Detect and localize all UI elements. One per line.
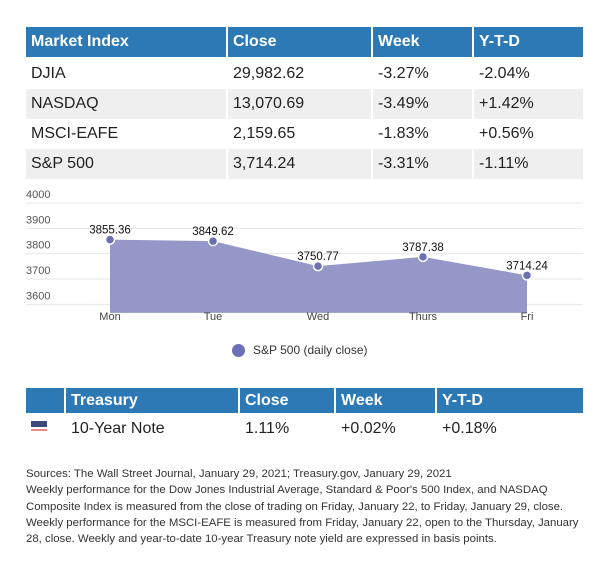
index-close: 3,714.24 bbox=[228, 149, 371, 179]
treasury-table: Treasury Close Week Y-T-D 10-Year Note 1… bbox=[24, 388, 585, 443]
table-header: Treasury Close Week Y-T-D bbox=[26, 388, 583, 415]
header-market-index: Market Index bbox=[26, 27, 226, 59]
header-week: Week bbox=[336, 388, 435, 415]
market-index-table: Market Index Close Week Y-T-D DJIA 29,98… bbox=[24, 27, 585, 179]
y-tick-label: 3900 bbox=[26, 214, 50, 226]
sp500-area-chart: 4000 3900 3800 3700 3600 3855.36 3849.62 3750.7… bbox=[26, 189, 583, 323]
x-tick-label: Tue bbox=[204, 311, 223, 323]
data-point bbox=[312, 260, 324, 272]
treasury-name: 10-Year Note bbox=[71, 420, 165, 437]
header-week: Week bbox=[373, 27, 472, 59]
header-ytd: Y-T-D bbox=[474, 27, 583, 59]
header-close: Close bbox=[228, 27, 371, 59]
treasury-ytd: +0.18% bbox=[442, 420, 497, 437]
x-tick-label: Fri bbox=[521, 311, 534, 323]
index-ytd: +1.42% bbox=[474, 89, 583, 119]
index-name: S&P 500 bbox=[26, 149, 226, 179]
index-name: DJIA bbox=[31, 65, 66, 82]
chart-legend: S&P 500 (daily close) bbox=[232, 343, 368, 357]
index-close: 29,982.62 bbox=[233, 65, 305, 82]
x-tick-label: Wed bbox=[307, 311, 329, 323]
footnote: Sources: The Wall Street Journal, Januar… bbox=[26, 466, 578, 547]
index-week: -3.31% bbox=[373, 149, 472, 179]
footnote-line: 28, close. Weekly and year-to-date 10-ye… bbox=[26, 533, 497, 546]
index-close: 2,159.65 bbox=[233, 125, 296, 142]
footnote-line: Weekly performance for the Dow Jones Ind… bbox=[26, 484, 548, 497]
header-flag bbox=[26, 388, 64, 415]
treasury-week: +0.02% bbox=[341, 420, 396, 437]
table-row: DJIA 29,982.62 -3.27% -2.04% bbox=[26, 59, 583, 89]
header-treasury: Treasury bbox=[66, 388, 238, 415]
treasury-close: 1.11% bbox=[245, 420, 290, 437]
x-tick-label: Thurs bbox=[409, 311, 438, 323]
data-point bbox=[521, 270, 533, 281]
table-row: NASDAQ 13,070.69 -3.49% +1.42% bbox=[26, 89, 583, 119]
table-row: S&P 500 3,714.24 -3.31% -1.11% bbox=[26, 149, 583, 179]
index-name: MSCI-EAFE bbox=[31, 125, 119, 142]
index-ytd: +0.56% bbox=[479, 125, 534, 142]
legend-marker-icon bbox=[232, 343, 245, 357]
y-tick-label: 3800 bbox=[26, 240, 50, 252]
index-ytd: -2.04% bbox=[479, 65, 530, 82]
legend-label: S&P 500 (daily close) bbox=[253, 343, 368, 357]
header-ytd: Y-T-D bbox=[437, 388, 583, 415]
data-label: 3750.77 bbox=[297, 251, 339, 263]
data-label: 3787.38 bbox=[402, 242, 444, 254]
index-close: 13,070.69 bbox=[228, 89, 371, 119]
us-flag-icon bbox=[31, 421, 47, 433]
data-point bbox=[104, 234, 116, 245]
footnote-sources: Sources: The Wall Street Journal, Januar… bbox=[26, 468, 452, 480]
x-tick-label: Mon bbox=[99, 311, 120, 323]
footnote-line: Composite Index is measured from the clo… bbox=[26, 500, 564, 513]
data-label: 3855.36 bbox=[89, 225, 131, 237]
y-tick-label: 3700 bbox=[26, 265, 50, 277]
index-week: -1.83% bbox=[378, 125, 429, 142]
data-label: 3714.24 bbox=[506, 260, 548, 272]
footnote-line: Weekly performance for the MSCI-EAFE is … bbox=[26, 516, 579, 529]
y-tick-label: 3600 bbox=[26, 290, 50, 302]
index-name: NASDAQ bbox=[26, 89, 226, 119]
data-point bbox=[207, 235, 219, 247]
table-header: Market Index Close Week Y-T-D bbox=[26, 27, 583, 59]
data-point bbox=[417, 251, 429, 263]
index-week: -3.27% bbox=[378, 65, 429, 82]
table-row: 10-Year Note 1.11% +0.02% +0.18% bbox=[26, 415, 583, 443]
data-label: 3849.62 bbox=[192, 226, 234, 238]
table-row: MSCI-EAFE 2,159.65 -1.83% +0.56% bbox=[26, 119, 583, 149]
y-tick-label: 4000 bbox=[26, 189, 50, 201]
index-week: -3.49% bbox=[373, 89, 472, 119]
header-close: Close bbox=[240, 388, 334, 415]
index-ytd: -1.11% bbox=[474, 149, 583, 179]
